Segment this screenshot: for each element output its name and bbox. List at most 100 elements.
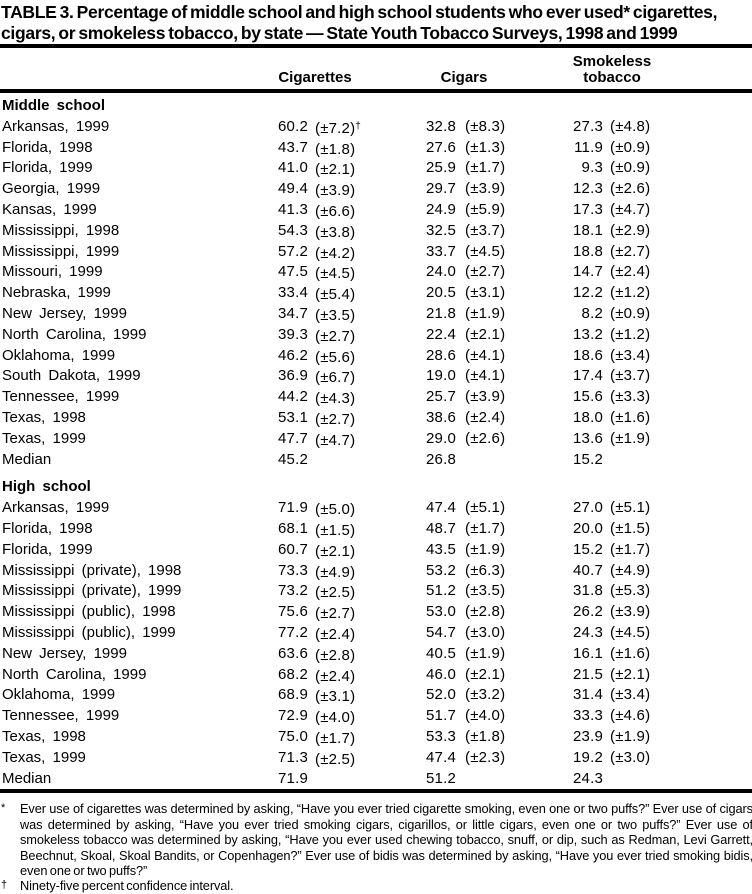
cigarettes-ci: (±3.8) [308, 221, 416, 244]
cigarettes-value: 73.2 [278, 582, 308, 600]
cigars-ci-value: (±1.7) [465, 159, 506, 177]
cigarettes-value: 53.1 [278, 408, 308, 426]
cigars-ci-value: (±6.3) [465, 561, 506, 579]
table-row: Oklahoma, 1999 46.2 (±5.6) 28.6 (±4.1) 1… [0, 346, 752, 367]
smokeless-value: 33.3 [573, 707, 603, 725]
cigars-ci-value: (±4.1) [465, 367, 506, 385]
cigarettes-value: 46.2 [278, 346, 308, 364]
cigars-ci-value: (±1.7) [465, 519, 506, 537]
state-label: Texas, 1998 [2, 408, 86, 426]
table-row: Oklahoma, 1999 68.9 (±3.1) 52.0 (±3.2) 3… [0, 685, 752, 706]
smokeless-ci-value: (±1.6) [610, 644, 651, 662]
smokeless-ci-value: (±5.1) [610, 499, 651, 517]
smokeless-value: 11.9 [574, 138, 603, 156]
cigars-value: 47.4 [426, 499, 456, 517]
cigarettes-value: 68.9 [278, 686, 308, 704]
smokeless-value: 18.0 [573, 408, 603, 426]
cigars-ci-value: (±3.9) [465, 388, 506, 406]
smokeless-value: 40.7 [573, 561, 603, 579]
cigars-value: 38.6 [426, 408, 456, 426]
cigarettes-ci [308, 450, 416, 471]
section-heading-row: Middle school [0, 96, 752, 117]
smokeless-ci: (±1.7) [603, 540, 752, 563]
section-heading: High school [2, 478, 91, 496]
cigars-value: 52.0 [426, 686, 456, 704]
footnote: † Ninety-five percent confidence interva… [1, 878, 752, 893]
table-row: Texas, 1998 53.1 (±2.7) 38.6 (±2.4) 18.0… [0, 408, 752, 429]
table-row: Florida, 1999 41.0 (±2.1) 25.9 (±1.7) 9.… [0, 158, 752, 179]
smokeless-ci-value: (±4.7) [610, 200, 651, 218]
cigars-ci: (±2.4) [456, 408, 563, 431]
state-label: Missouri, 1999 [2, 263, 103, 281]
table-row: Arkansas, 1999 71.9 (±5.0) 47.4 (±5.1) 2… [0, 498, 752, 519]
state-label: Mississippi, 1999 [2, 242, 120, 260]
column-header-row: Cigarettes Cigars Smokeless tobacco [0, 48, 752, 89]
cigarettes-ci-value: (±2.7) [315, 410, 356, 428]
column-header-smokeless-tobacco: Smokeless tobacco [563, 54, 752, 86]
cigars-ci-value: (±1.9) [465, 644, 506, 662]
table-row: Georgia, 1999 49.4 (±3.9) 29.7 (±3.9) 12… [0, 179, 752, 200]
smokeless-ci: (±2.7) [603, 242, 752, 265]
cigars-ci-value: (±1.9) [465, 304, 506, 322]
smokeless-ci: (±3.7) [603, 366, 752, 389]
table-row: Mississippi (public), 1998 75.6 (±2.7) 5… [0, 602, 752, 623]
cigarettes-ci: (±3.5) [308, 304, 416, 327]
table-row: Mississippi (private), 1998 73.3 (±4.9) … [0, 561, 752, 582]
state-label: Mississippi (public), 1999 [2, 623, 176, 641]
cigarettes-ci-value: (±4.3) [315, 390, 356, 408]
cigarettes-ci: (±3.1) [308, 685, 416, 708]
section-heading: Middle school [2, 97, 106, 114]
cigars-value: 27.6 [426, 138, 456, 156]
smokeless-ci-value: (±4.8) [610, 117, 651, 135]
cigars-ci: (±1.7) [456, 519, 563, 542]
smokeless-ci-value: (±2.7) [610, 242, 651, 260]
cigarettes-ci: (±1.8) [308, 138, 416, 161]
smokeless-ci: (±3.3) [603, 387, 752, 410]
cigars-value: 48.7 [426, 519, 456, 537]
cigars-value: 29.0 [426, 429, 456, 447]
cigars-ci: (±1.9) [456, 540, 563, 563]
smokeless-ci-value: (±1.7) [610, 540, 651, 558]
cigarettes-value: 57.2 [278, 242, 308, 260]
cigars-ci-value: (±5.9) [465, 200, 506, 218]
smokeless-ci-value: (±1.2) [610, 284, 651, 302]
cigarettes-ci-value: (±5.4) [315, 286, 356, 304]
smokeless-ci: (±3.4) [603, 346, 752, 369]
smokeless-ci-value: (±1.5) [610, 519, 651, 537]
column-header-smokeless-line1: Smokeless [572, 53, 652, 70]
cigars-value: 47.4 [426, 748, 456, 766]
table-row: Arkansas, 1999 60.2 (±7.2)† 32.8 (±8.3) … [0, 117, 752, 138]
cigarettes-ci-value: (±4.5) [315, 265, 356, 283]
cigarettes-ci-value: (±2.4) [315, 625, 356, 643]
cigarettes-value: 77.2 [278, 623, 308, 641]
column-header-cigars: Cigars [440, 69, 488, 86]
cigars-value: 33.7 [426, 242, 456, 260]
state-label: Arkansas, 1999 [2, 499, 110, 517]
table-title: TABLE 3. Percentage of middle school and… [0, 0, 752, 44]
cigars-ci: (±2.7) [456, 262, 563, 285]
cigars-value: 51.2 [426, 582, 456, 600]
smokeless-ci-value: (±0.9) [610, 159, 651, 177]
table-row: North Carolina, 1999 39.3 (±2.7) 22.4 (±… [0, 325, 752, 346]
smokeless-ci: (±1.9) [603, 727, 752, 750]
smokeless-ci: (±2.9) [603, 221, 752, 244]
cigarettes-ci: (±4.9) [308, 561, 416, 584]
cigarettes-ci-value: (±2.1) [315, 161, 356, 179]
column-header-smokeless-line2: tobacco [583, 69, 641, 86]
smokeless-value: 18.1 [573, 221, 603, 239]
cigars-ci-value: (±2.8) [465, 603, 506, 621]
cigars-value: 40.5 [426, 644, 456, 662]
cigarettes-value: 60.7 [278, 540, 308, 558]
section-rows: Arkansas, 1999 71.9 (±5.0) 47.4 (±5.1) 2… [0, 498, 752, 789]
table-row: New Jersey, 1999 34.7 (±3.5) 21.8 (±1.9)… [0, 304, 752, 325]
cigarettes-value: 44.2 [278, 388, 308, 406]
cigars-ci: (±1.7) [456, 158, 563, 181]
cigarettes-value: 72.9 [278, 707, 308, 725]
smokeless-value: 21.5 [573, 665, 603, 683]
smokeless-ci-value: (±3.7) [610, 367, 651, 385]
cigarettes-ci-value: (±2.5) [315, 584, 356, 602]
cigars-ci: (±2.8) [456, 602, 563, 625]
cigars-ci: (±1.9) [456, 644, 563, 667]
cigars-value: 25.7 [426, 388, 456, 406]
